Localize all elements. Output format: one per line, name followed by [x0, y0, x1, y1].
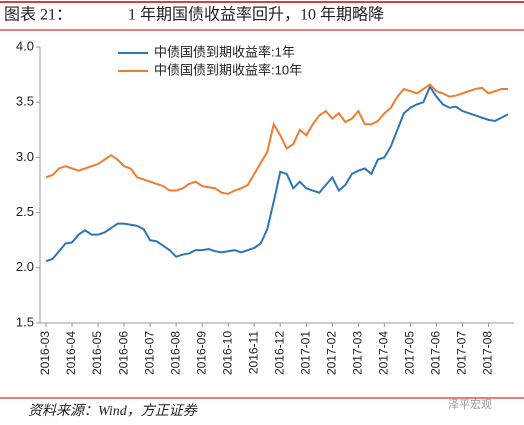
y-tick-label: 3.0 [16, 149, 34, 164]
x-tick-label: 2016-05 [90, 331, 104, 375]
x-tick-label: 2016-08 [168, 331, 182, 375]
series-line [45, 84, 509, 263]
y-tick-label: 4.0 [16, 38, 34, 53]
series-line [45, 83, 508, 195]
x-tick-label: 2017-08 [481, 331, 495, 375]
x-tick-label: 2016-10 [220, 331, 234, 375]
y-tick-label: 1.5 [16, 314, 34, 329]
watermark: 泽平宏观 [448, 397, 492, 411]
x-tick-label: 2016-11 [246, 331, 260, 374]
x-tick-label: 2016-04 [64, 331, 78, 375]
x-tick-label: 2016-03 [38, 331, 52, 375]
x-tick-label: 2017-03 [351, 331, 365, 375]
source: 资料来源：Wind，方正证券 [28, 403, 198, 419]
legend-label: 中债国债到期收益率:1年 [154, 44, 295, 59]
y-tick-label: 3.5 [16, 94, 34, 109]
x-tick-label: 2017-06 [429, 331, 443, 375]
x-tick-label: 2017-02 [324, 331, 338, 375]
x-tick-label: 2017-01 [298, 331, 312, 375]
x-tick-label: 2016-06 [116, 331, 130, 375]
x-tick-label: 2017-04 [377, 331, 391, 375]
figure-label: 图表 21： [4, 6, 72, 24]
x-tick-label: 2016-12 [272, 331, 286, 375]
x-tick-label: 2016-07 [142, 331, 156, 375]
x-tick-label: 2017-07 [455, 331, 469, 375]
y-tick-label: 2.0 [16, 259, 34, 274]
chart-title: 1 年期国债收益率回升，10 年期略降 [128, 6, 384, 24]
y-tick-label: 2.5 [16, 204, 34, 219]
x-tick-label: 2016-09 [194, 331, 208, 375]
legend-label: 中债国债到期收益率:10年 [154, 62, 302, 77]
x-tick-label: 2017-05 [403, 331, 417, 375]
